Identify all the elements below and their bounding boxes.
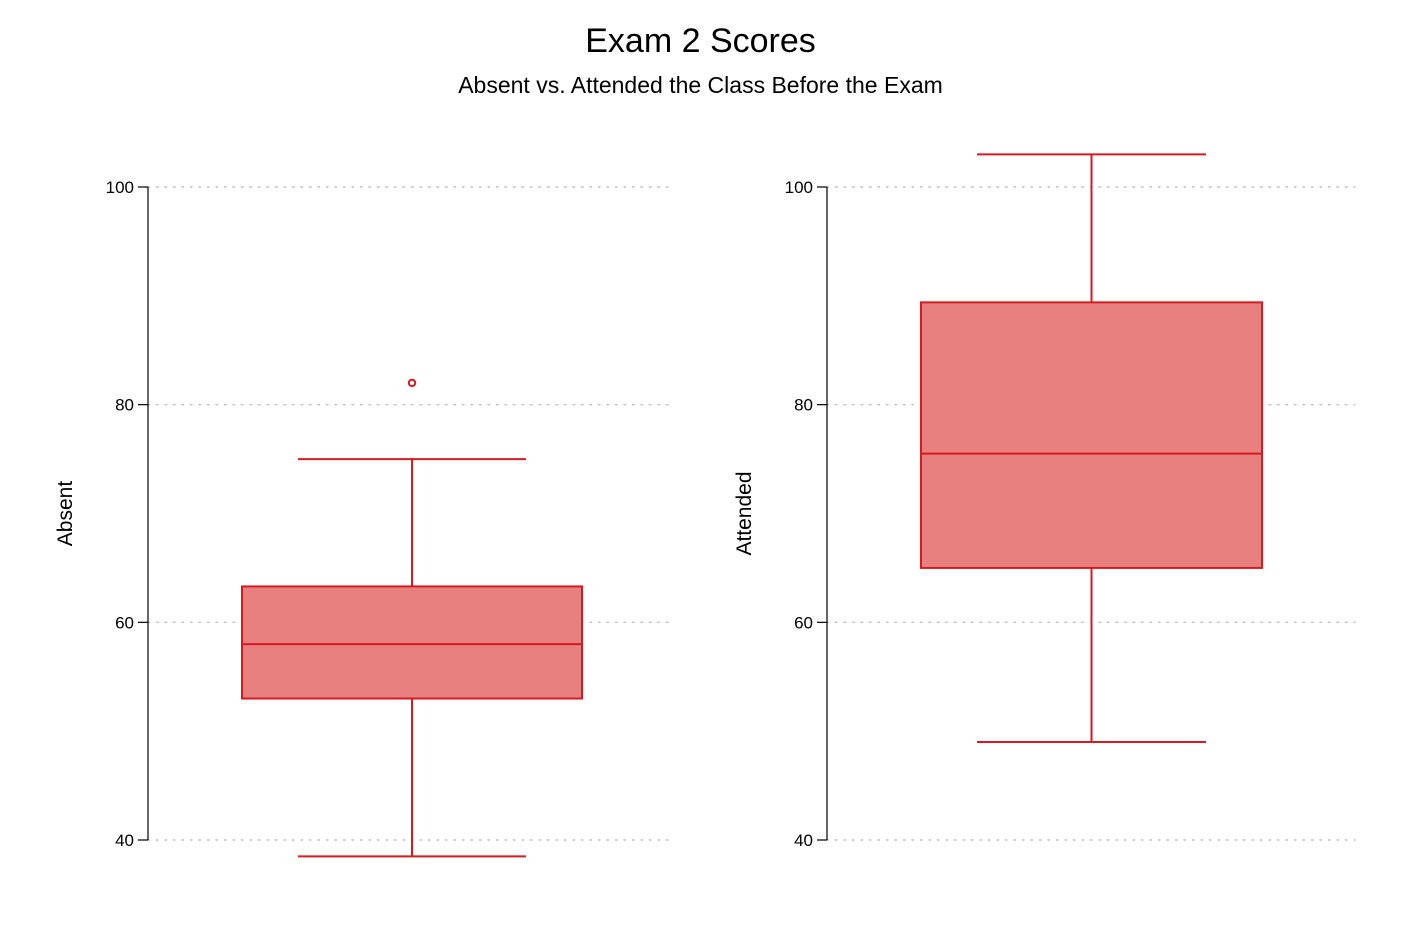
y-tick-label: 60 [115,613,134,632]
y-axis-label: Attended [733,471,756,555]
outlier-point [407,378,417,388]
iqr-box [241,585,583,700]
y-tick-label: 60 [794,613,813,632]
y-tick-label: 80 [115,396,134,415]
y-tick-label: 40 [794,831,813,850]
chart-subtitle: Absent vs. Attended the Class Before the… [458,72,943,98]
y-tick-label: 100 [785,178,813,197]
panel-absent: 40 60 80 100 Absent [54,178,676,858]
y-tick-label: 80 [794,396,813,415]
y-axis-label: Absent [54,481,77,547]
iqr-box [920,301,1263,569]
panel-attended: 40 60 80 100 Attended [733,153,1356,850]
y-tick-label: 40 [115,831,134,850]
y-tick-label: 100 [106,178,134,197]
chart-title: Exam 2 Scores [585,22,816,60]
